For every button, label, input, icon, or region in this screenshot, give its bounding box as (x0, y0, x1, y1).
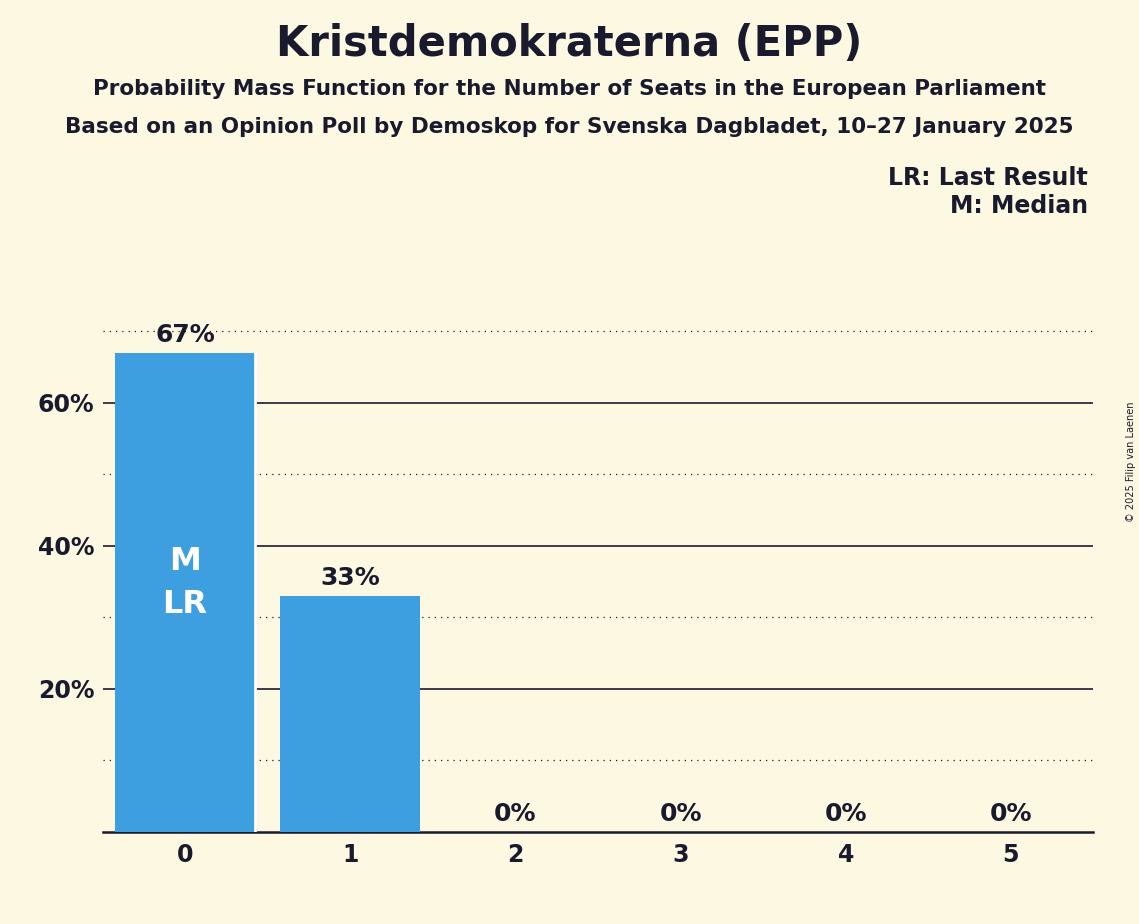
Text: 33%: 33% (320, 566, 380, 590)
Text: Kristdemokraterna (EPP): Kristdemokraterna (EPP) (277, 23, 862, 65)
Text: © 2025 Filip van Laenen: © 2025 Filip van Laenen (1126, 402, 1136, 522)
Text: Probability Mass Function for the Number of Seats in the European Parliament: Probability Mass Function for the Number… (93, 79, 1046, 99)
Text: 67%: 67% (155, 323, 215, 347)
Text: 0%: 0% (494, 802, 536, 826)
Text: 0%: 0% (990, 802, 1032, 826)
Text: LR: Last Result: LR: Last Result (888, 166, 1088, 190)
Text: 0%: 0% (659, 802, 702, 826)
Text: M
LR: M LR (163, 546, 207, 620)
Text: Based on an Opinion Poll by Demoskop for Svenska Dagbladet, 10–27 January 2025: Based on an Opinion Poll by Demoskop for… (65, 117, 1074, 138)
Bar (280, 596, 420, 832)
Text: M: Median: M: Median (950, 194, 1088, 218)
Bar (115, 353, 255, 832)
Text: 0%: 0% (825, 802, 867, 826)
